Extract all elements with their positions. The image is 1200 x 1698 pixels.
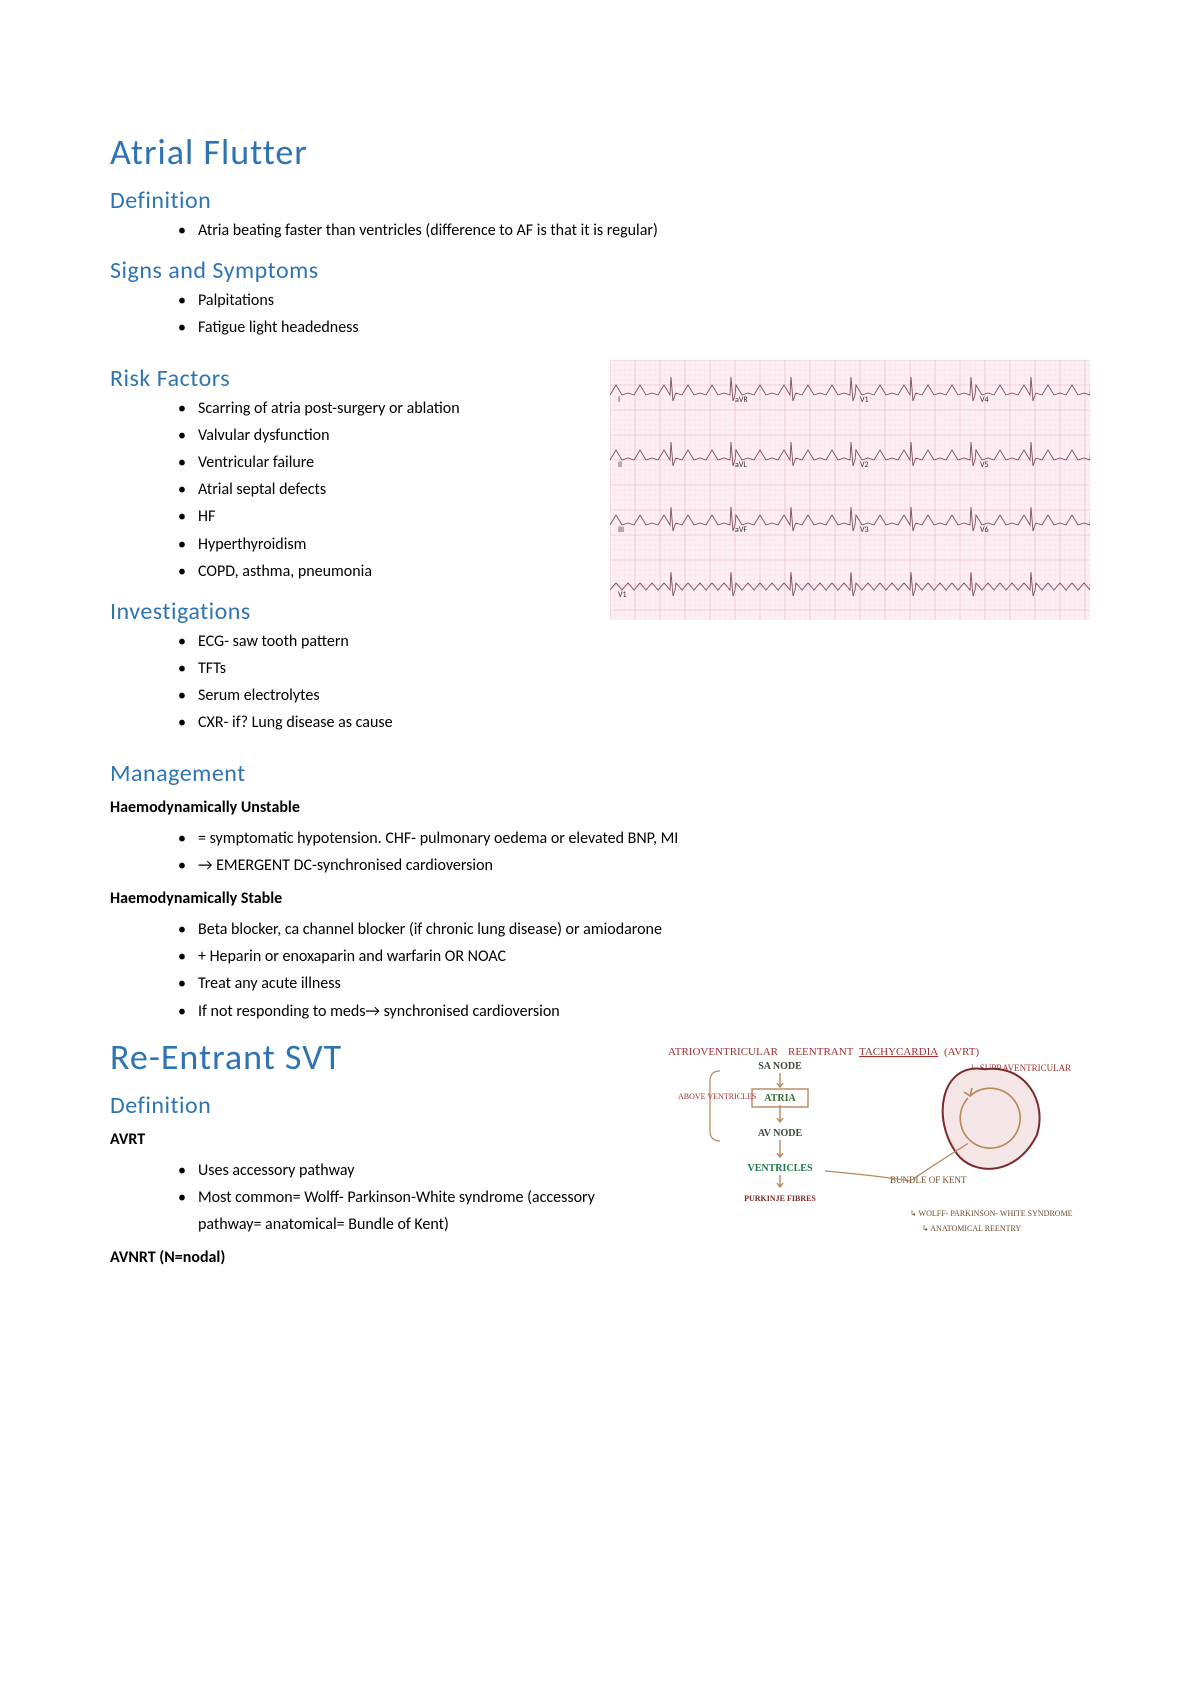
svg-text:↳ ANATOMICAL REENTRY: ↳ ANATOMICAL REENTRY xyxy=(922,1224,1021,1233)
stable-list: Beta blocker, ca channel blocker (if chr… xyxy=(110,916,1090,1025)
list-item: + Heparin or enoxaparin and warfarin OR … xyxy=(178,943,1090,970)
svg-text:I: I xyxy=(618,395,620,405)
investigations-list: ECG- saw tooth pattern TFTs Serum electr… xyxy=(110,628,590,737)
section-heading-signs: Signs and Symptoms xyxy=(110,256,1090,285)
avrt-diagram: ATRIOVENTRICULAR REENTRANT TACHYCARDIA (AVR… xyxy=(660,1041,1090,1261)
list-item: = symptomatic hypotension. CHF- pulmonar… xyxy=(178,825,1090,852)
svg-text:AV NODE: AV NODE xyxy=(758,1128,803,1139)
svg-text:ABOVE VENTRICLES: ABOVE VENTRICLES xyxy=(678,1092,756,1101)
subheading-unstable: Haemodynamically Unstable xyxy=(110,798,1090,817)
avrt-list: Uses accessory pathway Most common= Wolf… xyxy=(110,1157,640,1239)
list-item: Hyperthyroidism xyxy=(178,531,590,558)
section-heading-svt-definition: Definition xyxy=(110,1091,640,1120)
list-item: Treat any acute illness xyxy=(178,970,1090,997)
svg-text:V6: V6 xyxy=(980,525,989,535)
list-item: Atria beating faster than ventricles (di… xyxy=(178,217,1090,244)
svg-text:PURKINJE FIBRES: PURKINJE FIBRES xyxy=(744,1194,816,1203)
list-item: Ventricular failure xyxy=(178,449,590,476)
unstable-list: = symptomatic hypotension. CHF- pulmonar… xyxy=(110,825,1090,879)
list-item: Most common= Wolff- Parkinson-White synd… xyxy=(178,1184,640,1238)
svg-text:V1: V1 xyxy=(860,395,869,405)
list-item: Beta blocker, ca channel blocker (if chr… xyxy=(178,916,1090,943)
risks-list: Scarring of atria post-surgery or ablati… xyxy=(110,395,590,585)
list-item: If not responding to meds→ synchronised … xyxy=(178,998,1090,1025)
svg-text:SA NODE: SA NODE xyxy=(758,1061,802,1072)
subheading-avnrt: AVNRT (N=nodal) xyxy=(110,1248,640,1267)
list-item: Atrial septal defects xyxy=(178,476,590,503)
svg-text:V3: V3 xyxy=(860,525,869,535)
section-heading-risks: Risk Factors xyxy=(110,364,590,393)
section-heading-management: Management xyxy=(110,759,1090,788)
list-item: Palpitations xyxy=(178,287,1090,314)
list-item: Serum electrolytes xyxy=(178,682,590,709)
svg-text:aVL: aVL xyxy=(735,460,747,470)
content-row: Risk Factors Scarring of atria post-surg… xyxy=(110,352,1090,747)
svg-text:V1: V1 xyxy=(618,590,627,600)
list-item: Fatigue light headedness xyxy=(178,314,1090,341)
signs-list: Palpitations Fatigue light headedness xyxy=(110,287,1090,341)
list-item: → EMERGENT DC-synchronised cardioversion xyxy=(178,852,1090,879)
svt-text-column: Re-Entrant SVT Definition AVRT Uses acce… xyxy=(110,1035,640,1276)
svg-text:II: II xyxy=(618,460,622,470)
document-page: Atrial Flutter Definition Atria beating … xyxy=(0,0,1200,1355)
list-item: Scarring of atria post-surgery or ablati… xyxy=(178,395,590,422)
subheading-stable: Haemodynamically Stable xyxy=(110,889,1090,908)
section-heading-investigations: Investigations xyxy=(110,597,590,626)
svg-text:aVR: aVR xyxy=(735,395,748,405)
text-column: Risk Factors Scarring of atria post-surg… xyxy=(110,352,590,747)
list-item: Uses accessory pathway xyxy=(178,1157,640,1184)
list-item: Valvular dysfunction xyxy=(178,422,590,449)
svg-text:REENTRANT: REENTRANT xyxy=(788,1046,854,1058)
list-item: HF xyxy=(178,503,590,530)
list-item: CXR- if? Lung disease as cause xyxy=(178,709,590,736)
ecg-diagram: IaVR V1 V4 II aVL V2 V5 III aVF V3 V6 V1 xyxy=(610,360,1090,620)
section-heading-definition: Definition xyxy=(110,186,1090,215)
svg-text:TACHYCARDIA: TACHYCARDIA xyxy=(859,1046,938,1058)
svg-text:III: III xyxy=(618,525,624,535)
svg-text:↳ WOLFF- PARKINSON- WHITE SYND: ↳ WOLFF- PARKINSON- WHITE SYNDROME xyxy=(910,1209,1073,1218)
svg-text:V2: V2 xyxy=(860,460,869,470)
page-title-svt: Re-Entrant SVT xyxy=(110,1035,640,1079)
list-item: TFTs xyxy=(178,655,590,682)
subheading-avrt: AVRT xyxy=(110,1130,640,1149)
svg-text:VENTRICLES: VENTRICLES xyxy=(747,1163,812,1174)
svg-text:(AVRT): (AVRT) xyxy=(944,1046,980,1058)
page-title: Atrial Flutter xyxy=(110,130,1090,174)
svg-text:aVF: aVF xyxy=(735,525,747,535)
svg-text:V4: V4 xyxy=(980,395,989,405)
svt-row: Re-Entrant SVT Definition AVRT Uses acce… xyxy=(110,1035,1090,1276)
list-item: ECG- saw tooth pattern xyxy=(178,628,590,655)
list-item: COPD, asthma, pneumonia xyxy=(178,558,590,585)
svg-text:ATRIA: ATRIA xyxy=(764,1093,796,1104)
svg-text:ATRIOVENTRICULAR: ATRIOVENTRICULAR xyxy=(668,1046,779,1058)
svg-text:V5: V5 xyxy=(980,460,989,470)
definition-list: Atria beating faster than ventricles (di… xyxy=(110,217,1090,244)
